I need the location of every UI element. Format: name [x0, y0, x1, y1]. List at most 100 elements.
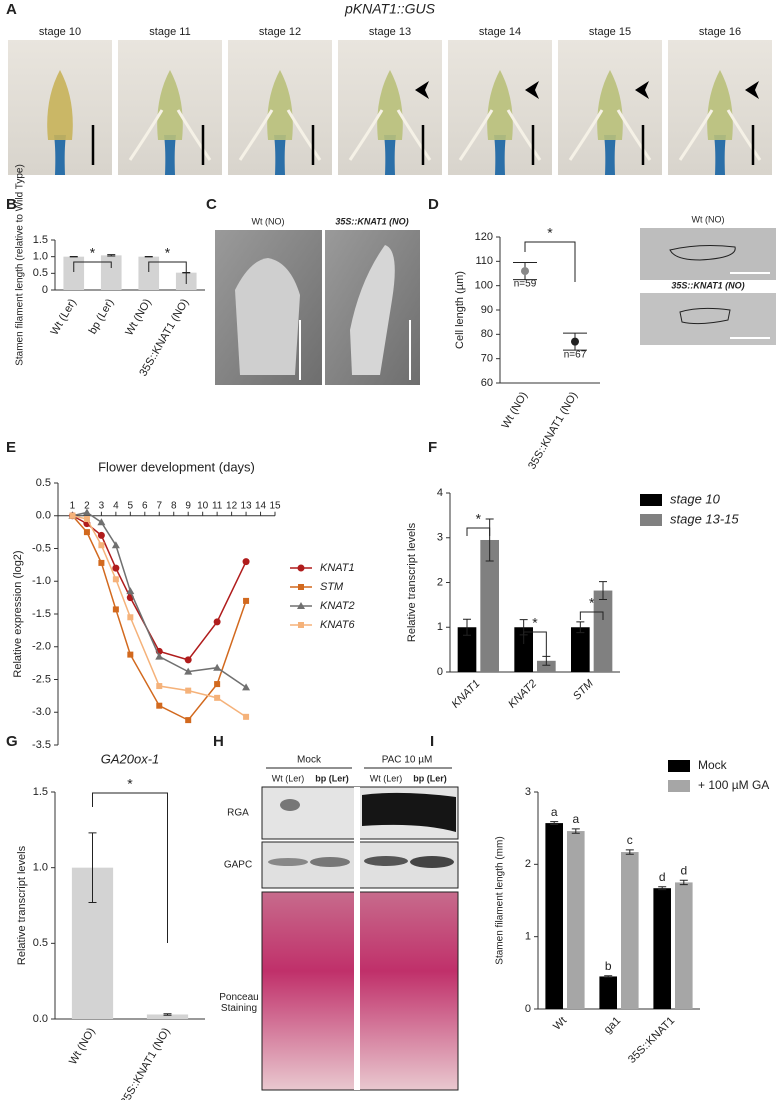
point [155, 652, 164, 660]
x-tick-label: Wt (Ler) [49, 297, 79, 337]
image-label: Wt (NO) [252, 216, 285, 226]
micrograph [640, 293, 776, 345]
y-tick-label: 1.5 [33, 786, 48, 798]
stage-label: stage 11 [149, 26, 190, 38]
panel-label: H [213, 733, 224, 750]
point [156, 683, 163, 690]
genotype-label: bp (Ler) [413, 773, 447, 783]
y-tick-label: 120 [475, 231, 493, 243]
panel-label: C [206, 196, 217, 213]
x-tick-label: 35S::KNAT1 (NO) [526, 390, 580, 472]
y-axis-label: Relative transcript levels [406, 522, 418, 642]
y-tick-label: 3 [525, 786, 531, 798]
panel-label: E [6, 439, 16, 456]
stem [604, 135, 616, 175]
y-tick-label: 60 [481, 377, 493, 389]
band [364, 856, 408, 866]
significance-label: * [589, 595, 595, 611]
point [184, 656, 192, 664]
bar [653, 888, 671, 1009]
significance-bracket [524, 241, 576, 282]
arrowhead [745, 81, 759, 99]
y-tick-label: 0.5 [33, 267, 48, 279]
error-bar [542, 655, 551, 666]
point [112, 606, 119, 613]
y-tick-label: -3.5 [32, 739, 51, 751]
significance-bracket [73, 261, 112, 272]
stage-label: stage 15 [589, 26, 631, 38]
point [98, 559, 105, 566]
y-tick-label: 0 [525, 1003, 531, 1015]
x-tick-label: 13 [241, 500, 253, 511]
legend-label: STM [320, 581, 344, 593]
point [213, 663, 222, 671]
y-tick-label: 2 [525, 858, 531, 870]
x-tick-label: 35S::KNAT1 (NO) [119, 1026, 173, 1100]
point [83, 529, 90, 536]
legend-label: KNAT2 [320, 600, 355, 612]
x-tick-label: STM [571, 677, 596, 702]
error-bar [604, 975, 613, 978]
flower [597, 70, 623, 140]
point [156, 702, 163, 709]
legend-label: + 100 µM GA [698, 778, 769, 792]
y-tick-label: 1 [437, 621, 443, 633]
point [242, 683, 251, 691]
group-label: c [627, 833, 633, 847]
y-tick-label: 100 [475, 280, 493, 292]
point [571, 337, 579, 346]
significance-label: * [532, 615, 538, 631]
band [280, 799, 300, 811]
arrowhead [525, 81, 539, 99]
x-tick-label: 9 [185, 500, 191, 511]
chart-title: Flower development (days) [98, 459, 255, 474]
point [98, 542, 105, 549]
y-tick-label: 0 [437, 666, 443, 678]
legend-swatch [640, 514, 662, 526]
image-label: 35S::KNAT1 (NO) [335, 216, 408, 226]
row-label: Ponceau Staining [219, 992, 259, 1014]
error-bar [88, 832, 97, 903]
panel-label: F [428, 439, 437, 456]
bar [675, 882, 693, 1009]
group-label: b [605, 959, 612, 973]
stage-label: stage 13 [369, 26, 411, 38]
stem [384, 135, 396, 175]
point [298, 584, 304, 590]
y-tick-label: -2.5 [32, 673, 51, 685]
x-tick-label: ga1 [602, 1015, 623, 1036]
panel-label: A [6, 1, 17, 18]
y-tick-label: 0.0 [36, 510, 51, 522]
flower [157, 70, 183, 140]
x-tick-label: Wt [551, 1015, 569, 1033]
y-tick-label: -3.0 [32, 706, 51, 718]
petals [238, 109, 322, 161]
point-label: n=67 [564, 349, 587, 360]
x-tick-label: 5 [128, 500, 134, 511]
point [521, 267, 529, 276]
x-tick-label: 1 [70, 500, 76, 511]
error-bar [107, 254, 116, 257]
point [243, 713, 250, 720]
y-tick-label: 90 [481, 304, 493, 316]
row-label: RGA [227, 808, 249, 819]
point [185, 687, 192, 694]
bar [480, 539, 499, 672]
significance-bracket [148, 261, 187, 284]
error-bar [163, 1013, 172, 1016]
petals [128, 109, 212, 161]
flower [707, 70, 733, 140]
x-tick-label: 2 [84, 500, 90, 511]
bar [545, 823, 563, 1009]
band [410, 856, 454, 868]
x-tick-label: 14 [255, 500, 267, 511]
bar [457, 627, 477, 672]
y-tick-label: 1.0 [33, 251, 48, 263]
panel-label: I [430, 733, 434, 750]
error-bar [485, 518, 494, 562]
error-bar [550, 821, 559, 826]
bar [599, 976, 617, 1009]
treatment-label: Mock [297, 755, 322, 766]
stem [274, 135, 286, 175]
